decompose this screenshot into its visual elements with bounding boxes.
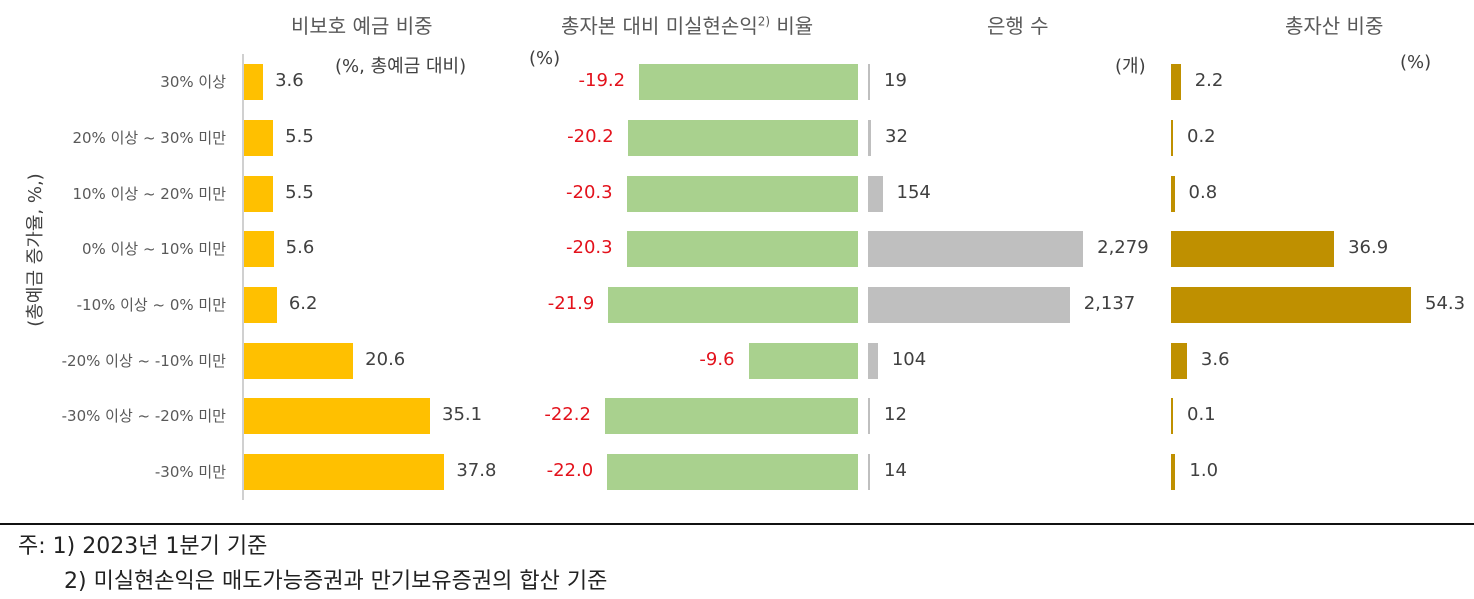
panel3-value-label: 14 <box>884 460 907 481</box>
panel1-bar <box>244 64 264 100</box>
panel4-value-label: 54.3 <box>1425 293 1466 314</box>
panel3-value-label: 12 <box>884 404 907 425</box>
panel2-bar <box>607 454 858 490</box>
panel4-bar <box>1171 176 1175 212</box>
panel1-bar <box>244 231 274 267</box>
panel1-value-label: 5.6 <box>285 237 315 258</box>
panel3-bar <box>868 64 870 100</box>
panel2-value-label: -22.0 <box>546 460 594 481</box>
panel2-bar <box>626 231 858 267</box>
panel4-bar <box>1171 287 1411 323</box>
panel1-value-label: 5.5 <box>285 182 314 203</box>
panel2-bar <box>604 398 858 434</box>
panel2-value-label: -22.2 <box>544 404 591 425</box>
panel1-value-label: 3.6 <box>275 70 304 91</box>
panel3-value-label: 104 <box>891 349 927 370</box>
panel1-value-label: 6.2 <box>288 293 318 314</box>
panel2-title: 총자본 대비 미실현손익2) 비율 <box>561 10 813 39</box>
panel2-value-label: -20.2 <box>567 126 614 147</box>
category-label: -20% 이상 ~ -10% 미만 <box>61 352 226 370</box>
panel2-value-label: -20.3 <box>566 182 613 203</box>
panel1-bar <box>244 120 274 156</box>
panel2-value-label: -19.2 <box>578 70 626 91</box>
panel4-value-label: 2.2 <box>1194 70 1224 91</box>
panel3-bar <box>868 287 1070 323</box>
panel3-value-label: 2,137 <box>1083 293 1136 314</box>
panel1-bar <box>244 176 274 212</box>
panel1-bar <box>244 287 277 323</box>
panel1-axis <box>242 54 244 500</box>
panel3-title: 은행 수 <box>987 14 1049 38</box>
category-label: 20% 이상 ~ 30% 미만 <box>72 129 226 147</box>
panel3-bar <box>868 120 872 156</box>
category-label: -30% 이상 ~ -20% 미만 <box>61 407 226 425</box>
panel2-bar <box>748 343 858 379</box>
panel1-bar <box>244 454 445 490</box>
panel3-bar <box>868 176 883 212</box>
panel4-value-label: 1.0 <box>1189 460 1219 481</box>
panel4-title: 총자산 비중 <box>1285 14 1384 38</box>
panel1-value-label: 35.1 <box>442 404 483 425</box>
panel4-bar <box>1171 343 1187 379</box>
panel1-bar <box>244 343 354 379</box>
panel4-value-label: 3.6 <box>1200 349 1230 370</box>
category-label: -10% 이상 ~ 0% 미만 <box>76 296 226 314</box>
panel1-value-label: 37.8 <box>456 460 497 481</box>
panel4-bar <box>1171 454 1176 490</box>
footnote-divider <box>0 523 1474 525</box>
panel2-title-end: 비율 <box>770 14 814 38</box>
panel1-unit: (%, 총예금 대비) <box>335 56 467 77</box>
panel3-value-label: 154 <box>896 182 931 203</box>
category-label: 30% 이상 <box>160 73 226 91</box>
panel2-bar <box>608 287 858 323</box>
panel2-title-footnote: 2) <box>757 14 771 29</box>
panel4-unit: (%) <box>1400 52 1432 73</box>
panel4-value-label: 0.1 <box>1187 404 1216 425</box>
panel3-value-label: 32 <box>885 126 908 147</box>
panel1-bar <box>244 398 431 434</box>
panel2-bar <box>627 120 858 156</box>
category-label: -30% 미만 <box>154 463 226 481</box>
panel4-value-label: 0.8 <box>1188 182 1218 203</box>
panel2-bar <box>639 64 858 100</box>
panel2-value-label: -21.9 <box>547 293 595 314</box>
panel2-title-main: 총자본 대비 미실현손익 <box>561 14 758 38</box>
panel2-unit: (%) <box>529 48 561 69</box>
category-label: 10% 이상 ~ 20% 미만 <box>72 185 226 203</box>
panel2-value-label: -9.6 <box>699 349 735 370</box>
panel1-value-label: 20.6 <box>365 349 406 370</box>
panel2-bar <box>626 176 858 212</box>
footnote-2: 2) 미실현손익은 매도가능증권과 만기보유증권의 합산 기준 <box>64 569 608 594</box>
panel3-bar <box>868 343 878 379</box>
panel2-value-label: -20.3 <box>566 237 613 258</box>
category-label: 0% 이상 ~ 10% 미만 <box>82 240 226 258</box>
panel3-value-label: 19 <box>884 70 907 91</box>
panel4-bar <box>1171 398 1173 434</box>
panel4-bar <box>1171 231 1335 267</box>
footnote-1: 주: 1) 2023년 1분기 기준 <box>18 534 268 559</box>
panel1-value-label: 5.5 <box>285 126 314 147</box>
panel4-value-label: 36.9 <box>1348 237 1389 258</box>
panel1-title: 비보호 예금 비중 <box>291 14 433 38</box>
panel3-bar <box>868 398 870 434</box>
panel4-bar <box>1171 120 1173 156</box>
panel4-value-label: 0.2 <box>1187 126 1216 147</box>
panel3-unit: (개) <box>1115 56 1146 77</box>
panel3-value-label: 2,279 <box>1097 237 1149 258</box>
panel3-bar <box>868 454 870 490</box>
panel3-bar <box>868 231 1084 267</box>
panel4-bar <box>1171 64 1181 100</box>
